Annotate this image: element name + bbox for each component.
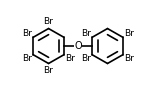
Text: Br: Br bbox=[44, 66, 53, 75]
Text: Br: Br bbox=[81, 29, 91, 38]
Text: Br: Br bbox=[44, 17, 53, 26]
Text: Br: Br bbox=[81, 54, 91, 63]
Text: Br: Br bbox=[124, 29, 134, 38]
Text: Br: Br bbox=[124, 54, 134, 63]
Text: Br: Br bbox=[22, 29, 32, 38]
Text: Br: Br bbox=[65, 54, 75, 63]
Text: O: O bbox=[74, 41, 82, 51]
Text: Br: Br bbox=[22, 54, 32, 63]
